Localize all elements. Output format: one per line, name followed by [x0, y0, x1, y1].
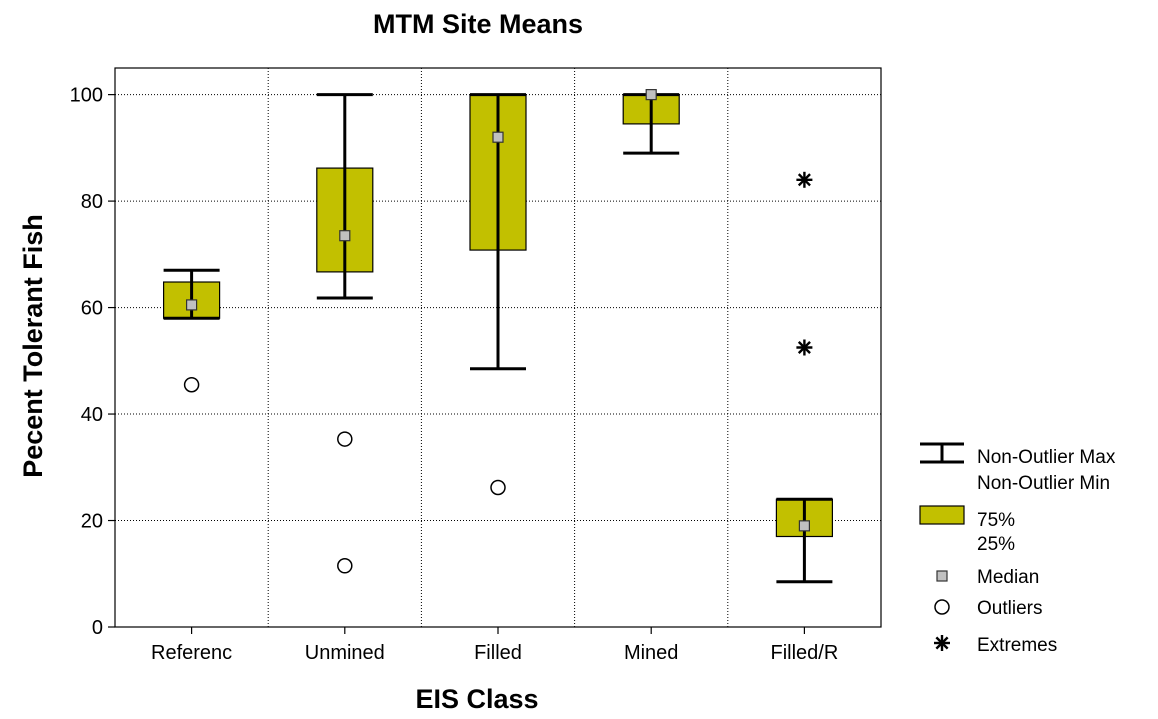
- median-marker: [798, 520, 811, 532]
- median-marker: [186, 299, 198, 311]
- legend-label: Outliers: [977, 598, 1042, 619]
- legend-label: 25%: [977, 534, 1015, 555]
- outlier-marker: [490, 479, 506, 496]
- box-referenc: [163, 268, 221, 393]
- y-tick-label: 20: [81, 511, 103, 533]
- box-filled: [469, 93, 527, 496]
- legend-item-whisker: Non-Outlier Max Non-Outlier Min: [920, 442, 1116, 494]
- extreme-stroke: [797, 173, 811, 187]
- box-filled-r: [775, 171, 834, 584]
- y-tick-label: 40: [81, 404, 103, 426]
- x-axis-title: EIS Class: [415, 684, 538, 714]
- outlier-marker: [337, 431, 353, 447]
- legend-item-extreme: Extremes: [934, 635, 1057, 656]
- y-axis-title: Pecent Tolerant Fish: [18, 214, 48, 478]
- legend-box-swatch: [919, 505, 965, 525]
- legend-item-outlier: Outliers: [934, 598, 1042, 619]
- y-tick-label: 0: [92, 617, 103, 639]
- x-tick-label: Referenc: [151, 642, 232, 664]
- extreme-marker: [796, 171, 813, 188]
- x-tick-label: Filled/R: [771, 642, 839, 664]
- legend-median-marker: [936, 570, 948, 582]
- x-tick-label: Unmined: [305, 642, 385, 664]
- chart-title: MTM Site Means: [373, 9, 583, 39]
- legend-item-median: Median: [936, 567, 1039, 588]
- box-unmined: [316, 93, 374, 574]
- x-tick-label: Mined: [624, 642, 678, 664]
- median-marker: [492, 131, 504, 143]
- legend-extreme-marker: [934, 635, 950, 651]
- box-mined: [622, 89, 680, 155]
- legend-item-box: 75%25%: [919, 505, 1015, 555]
- legend-label: Non-Outlier Max: [977, 447, 1116, 468]
- extreme-marker: [796, 339, 813, 356]
- outlier-marker: [183, 377, 200, 393]
- legend-outlier-marker: [934, 599, 950, 615]
- extreme-stroke: [797, 340, 811, 355]
- plot-data: [163, 89, 834, 584]
- y-tick-label: 100: [70, 85, 103, 107]
- legend-label: Median: [977, 567, 1039, 588]
- median-marker: [645, 89, 657, 101]
- legend-label: Extremes: [977, 635, 1057, 656]
- grid-lines: [115, 68, 881, 627]
- y-tick-label: 60: [81, 298, 103, 320]
- legend-label: Non-Outlier Min: [977, 473, 1110, 494]
- legend-label: 75%: [977, 510, 1015, 531]
- outlier-marker: [337, 558, 353, 574]
- extreme-stroke: [935, 636, 949, 650]
- x-tick-label: Filled: [474, 642, 522, 664]
- plot-frame: 0 20 40 60 80 100 Referenc Unmined Filled Mined Fi…: [70, 67, 882, 664]
- y-tick-label: 80: [81, 191, 103, 213]
- median-marker: [339, 230, 351, 242]
